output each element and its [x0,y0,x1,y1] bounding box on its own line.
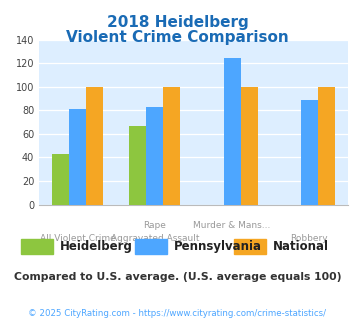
Bar [52,154,69,205]
Bar [129,126,146,205]
Bar [318,87,335,205]
Text: Robbery: Robbery [290,234,328,243]
Text: National: National [273,240,329,253]
Text: All Violent Crime: All Violent Crime [40,234,115,243]
Text: Aggravated Assault: Aggravated Assault [111,234,199,243]
Text: © 2025 CityRating.com - https://www.cityrating.com/crime-statistics/: © 2025 CityRating.com - https://www.city… [28,309,327,317]
Text: Murder & Mans...: Murder & Mans... [193,221,271,230]
Bar [224,58,241,205]
Text: 2018 Heidelberg: 2018 Heidelberg [106,15,248,30]
Bar [21,239,53,254]
Text: Rape: Rape [143,221,166,230]
Text: Violent Crime Comparison: Violent Crime Comparison [66,30,289,45]
Bar [301,100,318,205]
Bar [234,239,266,254]
Bar [241,87,258,205]
Bar [86,87,103,205]
Bar [163,87,180,205]
Bar [135,239,167,254]
Text: Pennsylvania: Pennsylvania [174,240,262,253]
Bar [146,107,163,205]
Text: Heidelberg: Heidelberg [60,240,133,253]
Bar [69,109,86,205]
Text: Compared to U.S. average. (U.S. average equals 100): Compared to U.S. average. (U.S. average … [14,272,341,282]
